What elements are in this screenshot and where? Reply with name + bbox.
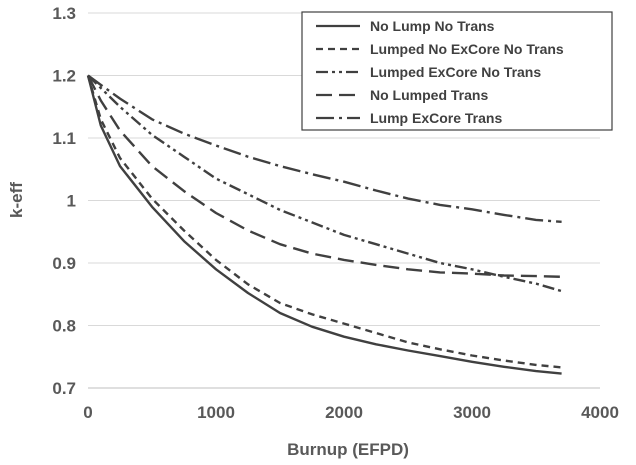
x-axis-label: Burnup (EFPD) [287,440,409,459]
x-tick-label: 1000 [197,403,235,422]
y-tick-label: 1.1 [52,129,76,148]
x-tick-label: 2000 [325,403,363,422]
legend-label: Lumped No ExCore No Trans [370,41,564,57]
y-tick-label: 1 [67,192,76,211]
legend: No Lump No Trans Lumped No ExCore No Tran… [302,12,612,130]
y-tick-label: 1.2 [52,67,76,86]
y-tick-label: 0.9 [52,254,76,273]
y-axis-label: k-eff [7,182,26,218]
legend-label: No Lumped Trans [370,87,488,103]
y-tick-label: 0.8 [52,317,76,336]
y-tick-label: 1.3 [52,4,76,23]
legend-label: Lumped ExCore No Trans [370,64,541,80]
x-tick-label: 4000 [581,403,619,422]
x-tick-label: 0 [83,403,92,422]
legend-label: Lump ExCore Trans [370,110,502,126]
legend-label: No Lump No Trans [370,18,495,34]
y-tick-label: 0.7 [52,379,76,398]
x-tick-label: 3000 [453,403,491,422]
